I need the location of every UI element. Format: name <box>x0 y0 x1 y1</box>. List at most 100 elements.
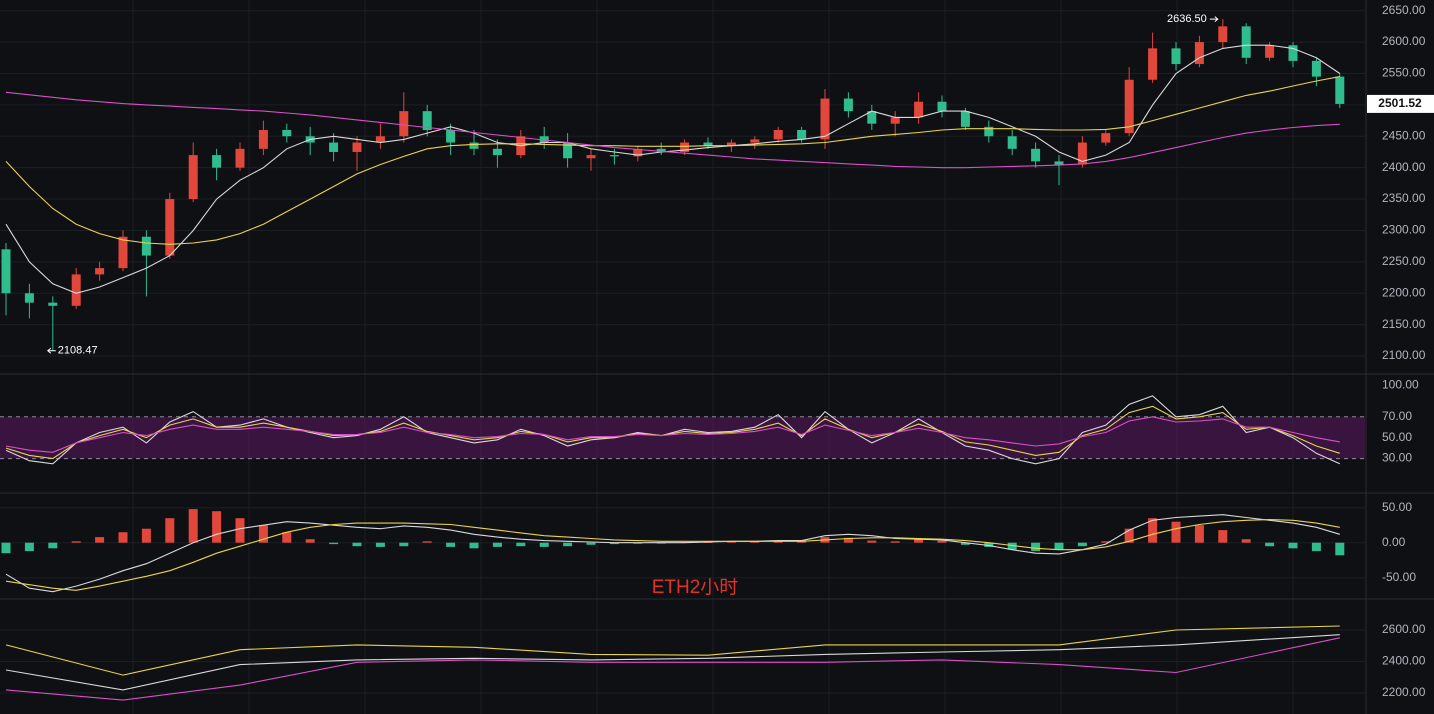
y-tick-label: -50.00 <box>1382 570 1416 584</box>
bar <box>141 528 151 543</box>
arrow <box>47 347 56 354</box>
series-line <box>5 416 1340 453</box>
bar <box>1218 530 1228 543</box>
candle-body <box>1241 26 1251 58</box>
candle-body <box>212 155 222 168</box>
bar <box>563 542 573 547</box>
bar <box>282 532 292 543</box>
candle-body <box>1148 48 1158 80</box>
bar <box>984 542 994 547</box>
candle-body <box>1311 60 1321 77</box>
candle-body <box>1335 76 1345 104</box>
bar <box>399 542 409 547</box>
candle-body <box>235 148 245 168</box>
candle-body <box>586 155 596 159</box>
candle-body <box>399 111 409 137</box>
bar <box>1265 542 1275 547</box>
y-tick-label: 2650.00 <box>1382 3 1426 17</box>
candle-body <box>141 236 151 256</box>
candle-body <box>48 302 58 306</box>
band <box>0 416 1365 459</box>
bar <box>609 542 619 545</box>
bar <box>1 542 11 554</box>
bar <box>1148 518 1158 543</box>
candle-body <box>1031 148 1041 162</box>
y-tick-label: 2100.00 <box>1382 348 1426 362</box>
candle-body <box>1054 161 1064 165</box>
y-tick-label: 100.00 <box>1382 378 1419 392</box>
bar <box>71 541 81 543</box>
candle-body <box>984 126 994 137</box>
watermark: ETH2小时 <box>652 576 739 598</box>
bar <box>867 540 877 543</box>
bar <box>914 539 924 543</box>
y-tick-label: 2400.00 <box>1382 160 1426 174</box>
last-price-label: 2501.52 <box>1378 96 1422 110</box>
bar <box>305 539 315 543</box>
candle-body <box>375 136 385 143</box>
bar <box>1194 525 1204 543</box>
series-line <box>5 395 1341 465</box>
bar <box>188 509 198 543</box>
candle-body <box>937 101 947 112</box>
bar <box>586 542 596 545</box>
bar <box>1101 541 1111 543</box>
candle-body <box>329 142 339 152</box>
candle-body <box>1077 142 1087 165</box>
candle-body <box>609 155 619 157</box>
candle-body <box>633 148 643 157</box>
candle-body <box>563 142 573 159</box>
bar <box>469 542 479 549</box>
low-label: 2108.47 <box>58 345 98 357</box>
series-line <box>5 637 1340 701</box>
candle-body <box>890 117 900 124</box>
series-line <box>5 76 1340 245</box>
y-tick-label: 30.00 <box>1382 451 1412 465</box>
bar <box>1124 528 1134 543</box>
bar <box>48 542 58 549</box>
candle-body <box>24 293 34 303</box>
bar <box>1171 521 1181 543</box>
bar <box>843 537 853 543</box>
bar <box>890 541 900 543</box>
y-tick-label: 2600.00 <box>1382 34 1426 48</box>
y-tick-label: 50.00 <box>1382 430 1412 444</box>
candle-body <box>914 101 924 118</box>
candle-body <box>118 236 128 269</box>
bar <box>329 542 339 545</box>
candle-body <box>446 129 456 143</box>
bar <box>960 542 970 545</box>
bar <box>95 537 105 543</box>
candle-body <box>95 268 105 275</box>
series-line <box>5 634 1340 691</box>
candle-body <box>1171 48 1181 65</box>
bar <box>375 542 385 547</box>
y-tick-label: 70.00 <box>1382 409 1412 423</box>
bar <box>212 511 222 543</box>
bar <box>937 540 947 543</box>
bar <box>1054 542 1064 550</box>
candle-body <box>797 129 807 140</box>
y-tick-label: 2200.00 <box>1382 285 1426 299</box>
candle-body <box>492 148 502 156</box>
candle-body <box>1007 136 1017 149</box>
bar <box>1288 542 1298 549</box>
high-label: 2636.50 <box>1167 13 1207 25</box>
candle-body <box>71 274 81 306</box>
y-tick-label: 2150.00 <box>1382 317 1426 331</box>
series-line <box>5 91 1340 169</box>
y-tick-label: 2300.00 <box>1382 223 1426 237</box>
y-tick-label: 2550.00 <box>1382 66 1426 80</box>
candle-body <box>843 98 853 112</box>
candle-body <box>282 129 292 137</box>
y-tick-label: 2350.00 <box>1382 191 1426 205</box>
y-tick-label: 2400.00 <box>1382 654 1426 668</box>
last-price-box <box>1367 94 1434 113</box>
y-tick-label: 2600.00 <box>1382 622 1426 636</box>
bar <box>422 541 432 543</box>
bar <box>539 542 549 547</box>
bar <box>1241 539 1251 543</box>
candle-body <box>1124 79 1134 134</box>
series-line <box>5 625 1340 676</box>
